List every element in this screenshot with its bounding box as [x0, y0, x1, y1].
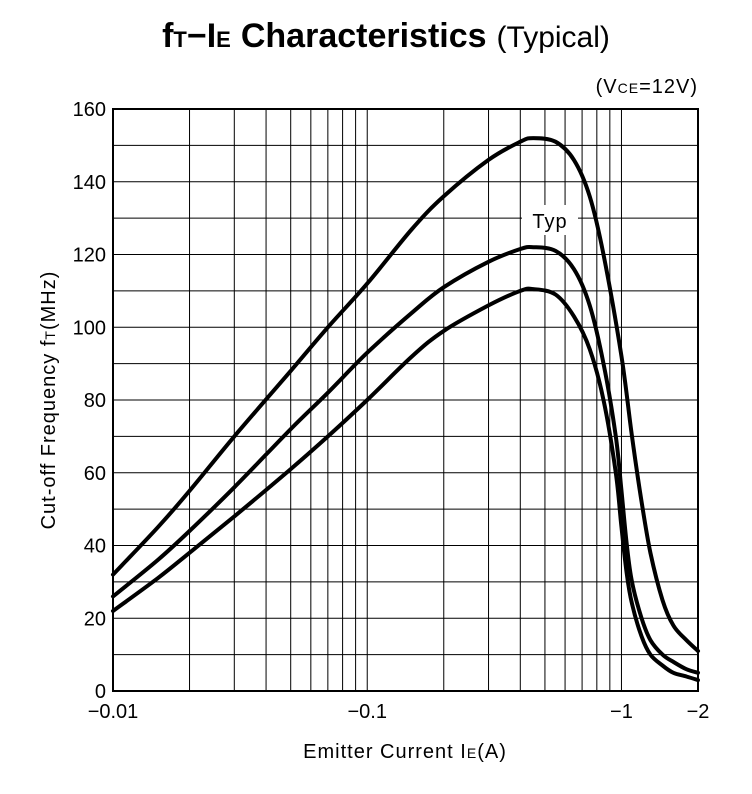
y-tick-label: 20	[84, 608, 106, 630]
y-tick-label: 140	[73, 172, 106, 194]
y-axis-label-subscript: T	[42, 330, 58, 340]
condition-open: (V	[596, 76, 618, 98]
title-dash: −	[187, 17, 207, 55]
y-axis-label: Cut-off Frequency fT(MHz)	[38, 271, 60, 530]
typ-label-background	[522, 205, 578, 235]
curve-typical	[111, 245, 700, 675]
y-axis-label-prefix: Cut-off Frequency f	[38, 340, 60, 530]
typ-annotation: Typ	[532, 211, 567, 233]
x-axis-label: Emitter Current IE(A)	[303, 741, 507, 763]
x-axis-label-prefix: Emitter Current I	[303, 741, 467, 763]
y-tick-label: 60	[84, 463, 106, 485]
x-tick-label: −2	[687, 701, 710, 723]
y-tick-label: 120	[73, 245, 106, 267]
curves	[111, 136, 700, 683]
chart-title: fT−IE Characteristics (Typical)	[162, 17, 610, 55]
y-tick-label: 100	[73, 317, 106, 339]
title-typical: (Typical)	[497, 21, 610, 54]
y-tick-label: 40	[84, 536, 106, 558]
x-axis-label-subscript: E	[467, 745, 477, 761]
condition-subscript: CE	[618, 80, 639, 96]
x-tick-label: −0.01	[88, 701, 139, 723]
title-i: I	[207, 17, 216, 55]
x-tick-label: −1	[610, 701, 633, 723]
tick-labels: 0 20 40 60 80 100 120 140 160 −0.01 −0.1 −1 −2	[73, 99, 710, 723]
y-tick-label: 160	[73, 99, 106, 121]
title-characteristics: Characteristics	[241, 17, 487, 55]
title-f-subscript: T	[173, 27, 187, 52]
condition-label: (VCE=12V)	[596, 76, 698, 98]
y-axis-label-suffix: (MHz)	[38, 271, 60, 330]
curve-upper	[111, 136, 700, 653]
x-tick-label: −0.1	[347, 701, 386, 723]
title-f: f	[162, 17, 174, 55]
x-axis-label-suffix: (A)	[477, 741, 507, 763]
y-tick-label: 80	[84, 390, 106, 412]
condition-rest: =12V)	[639, 76, 698, 98]
plot-frame	[112, 108, 699, 692]
curve-lower	[111, 286, 700, 683]
y-tick-label: 0	[95, 681, 106, 703]
title-i-subscript: E	[216, 27, 231, 52]
